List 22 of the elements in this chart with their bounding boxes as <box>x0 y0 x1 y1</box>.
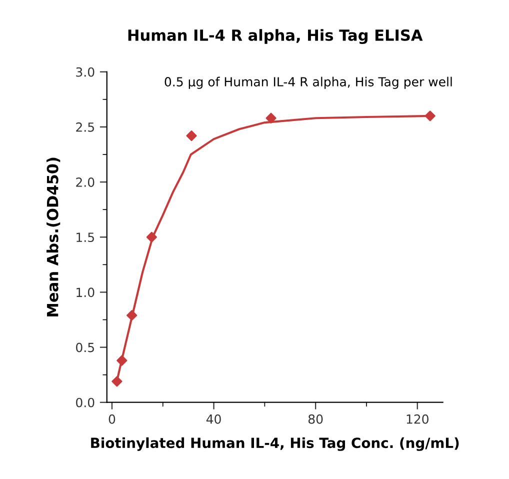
y-tick-label: 1.5 <box>76 232 94 242</box>
y-tick-label: 0.5 <box>76 342 94 352</box>
x-tick-label: 0 <box>108 414 116 424</box>
point <box>146 232 157 242</box>
point <box>112 376 122 387</box>
annotation: 0.5 µg of Human IL-4 R alpha, His Tag per well <box>164 76 452 89</box>
y-axis-title: Mean Abs.(OD450) <box>46 158 60 316</box>
chart-title: Human IL-4 R alpha, His Tag ELISA <box>128 29 423 44</box>
y-tick-label: 3.0 <box>76 67 94 77</box>
x-tick-label: 40 <box>206 414 221 424</box>
point <box>186 130 197 142</box>
point <box>126 310 138 321</box>
y-tick-label: 1.0 <box>76 288 94 298</box>
point <box>266 112 276 124</box>
x-axis-title: Biotinylated Human IL-4, His Tag Conc. (ng/mL) <box>91 437 459 451</box>
y-tick-label: 0.0 <box>76 398 94 408</box>
point <box>424 110 436 122</box>
x-tick-label: 80 <box>308 414 323 424</box>
y-tick-label: 2.0 <box>76 177 94 187</box>
x-tick-label: 120 <box>406 414 428 424</box>
y-tick-label: 2.5 <box>76 122 94 132</box>
point <box>116 355 128 366</box>
